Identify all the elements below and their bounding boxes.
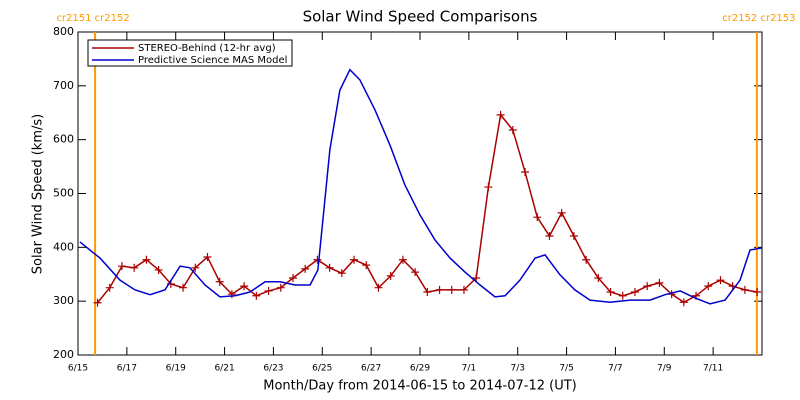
series-line [79,68,763,305]
data-point [447,285,456,294]
data-point [362,261,371,270]
y-tick-label: 800 [53,25,74,38]
data-point [569,232,578,241]
data-point [301,264,310,273]
legend-label: STEREO-Behind (12-hr avg) [138,43,276,54]
data-point [240,282,249,291]
data-point [264,286,273,295]
data-point [508,125,517,134]
data-point [288,274,297,283]
data-point [643,282,652,291]
data-point [521,167,530,176]
data-point [704,282,713,291]
data-point [215,277,224,286]
data-point [582,255,591,264]
data-point [191,263,200,272]
data-point [435,285,444,294]
rotation-label: cr2151 cr2152 [56,13,129,24]
x-tick-label: 7/1 [462,364,476,374]
y-tick-label: 400 [53,240,74,253]
data-point [423,288,432,297]
data-point [117,262,126,271]
legend-label: Predictive Science MAS Model [138,55,287,66]
x-tick-label: 6/21 [214,364,234,374]
data-point [154,265,163,274]
x-tick-label: 6/29 [410,364,430,374]
rotation-label: cr2152 cr2153 [722,13,795,24]
data-point [398,255,407,264]
data-point [337,269,346,278]
data-point [105,283,114,292]
legend-box [87,39,293,67]
data-point [484,183,493,192]
x-tick-label: 6/27 [361,364,381,374]
data-point [496,110,505,119]
data-point [130,263,139,272]
data-point [655,278,664,287]
data-point [740,285,749,294]
data-point [386,271,395,280]
data-point [630,288,639,297]
data-point [276,283,285,292]
y-tick-label: 600 [53,133,74,146]
y-axis-title: Solar Wind Speed (km/s) [31,114,46,274]
x-axis-title: Month/Day from 2014-06-15 to 2014-07-12 … [263,379,576,394]
data-point [459,285,468,294]
data-point [606,288,615,297]
data-point [350,255,359,264]
data-point [557,208,566,217]
data-point [374,283,383,292]
data-point [142,255,151,264]
data-point [472,274,481,283]
x-tick-label: 7/3 [510,364,524,374]
data-point [533,213,542,222]
data-point [252,291,261,300]
data-point [716,276,725,285]
y-tick-label: 200 [53,348,74,361]
data-point [313,255,322,264]
data-point [227,290,236,299]
data-point [618,291,627,300]
y-tick-label: 300 [53,294,74,307]
data-point [411,268,420,277]
x-tick-label: 6/25 [312,364,332,374]
x-tick-label: 7/7 [608,364,622,374]
data-point [594,274,603,283]
x-tick-label: 7/5 [559,364,573,374]
x-tick-label: 6/19 [166,364,186,374]
y-tick-label: 500 [53,187,74,200]
data-point [325,263,334,272]
chart-title: Solar Wind Speed Comparisons [303,8,538,26]
data-point [179,283,188,292]
x-tick-label: 6/15 [68,364,88,374]
x-tick-label: 6/23 [263,364,283,374]
data-point [753,288,762,297]
data-point [93,298,102,307]
x-tick-label: 7/11 [703,364,723,374]
y-tick-label: 700 [53,79,74,92]
data-point [203,253,212,262]
x-tick-label: 7/9 [657,364,672,374]
data-point [545,232,554,241]
data-point [679,298,688,307]
x-tick-label: 6/17 [117,364,137,374]
